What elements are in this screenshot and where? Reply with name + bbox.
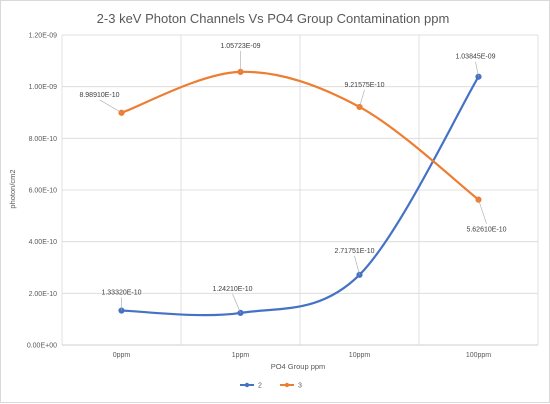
gridlines — [61, 34, 539, 346]
y-tick-label: 2.00E-10 — [29, 291, 58, 298]
chart-title: 2-3 keV Photon Channels Vs PO4 Group Con… — [97, 11, 450, 26]
legend-marker-2 — [244, 382, 250, 388]
x-axis-ticks: 0ppm 1ppm 10ppm 100ppm — [113, 352, 492, 359]
data-label: 1.05723E-09 — [220, 43, 260, 50]
x-tick-label: 0ppm — [113, 352, 131, 359]
data-label: 1.24210E-10 — [212, 286, 252, 293]
x-axis-label: PO4 Group ppm — [271, 362, 326, 371]
y-tick-label: 1.20E-09 — [29, 33, 58, 40]
data-label: 8.98910E-10 — [79, 92, 119, 99]
x-tick-label: 100ppm — [466, 352, 491, 359]
series-2-line — [120, 75, 480, 317]
y-axis-label: photon/cm2 — [8, 169, 17, 208]
data-label: 1.33320E-10 — [101, 290, 141, 297]
y-tick-label: 4.00E-10 — [29, 239, 58, 246]
y-axis-ticks: 0.00E+00 2.00E-10 4.00E-10 6.00E-10 8.00E-10… — [27, 33, 57, 350]
data-label-leader — [359, 89, 365, 108]
data-label: 1.03845E-09 — [455, 54, 495, 61]
x-tick-label: 10ppm — [349, 352, 371, 359]
series-layer: 1.33320E-10 1.24210E-10 2.71751E-10 1.03845… — [79, 43, 507, 317]
legend-label-3: 3 — [298, 383, 302, 390]
y-tick-label: 6.00E-10 — [29, 188, 58, 195]
data-label: 5.62610E-10 — [466, 227, 506, 234]
data-label-leader — [478, 199, 487, 224]
y-tick-label: 0.00E+00 — [27, 343, 57, 350]
data-label: 2.71751E-10 — [334, 248, 374, 255]
data-label-leader — [99, 99, 122, 114]
y-tick-label: 8.00E-10 — [29, 136, 58, 143]
y-tick-label: 1.00E-09 — [29, 84, 58, 91]
x-tick-label: 1ppm — [232, 352, 250, 359]
legend-marker-3 — [284, 382, 290, 388]
data-label: 9.21575E-10 — [344, 82, 384, 89]
series-3-line — [120, 70, 480, 201]
data-label-leader — [354, 255, 360, 275]
legend-label-2: 2 — [258, 383, 262, 390]
data-label-leader — [475, 61, 479, 77]
data-label-leader — [232, 293, 241, 314]
